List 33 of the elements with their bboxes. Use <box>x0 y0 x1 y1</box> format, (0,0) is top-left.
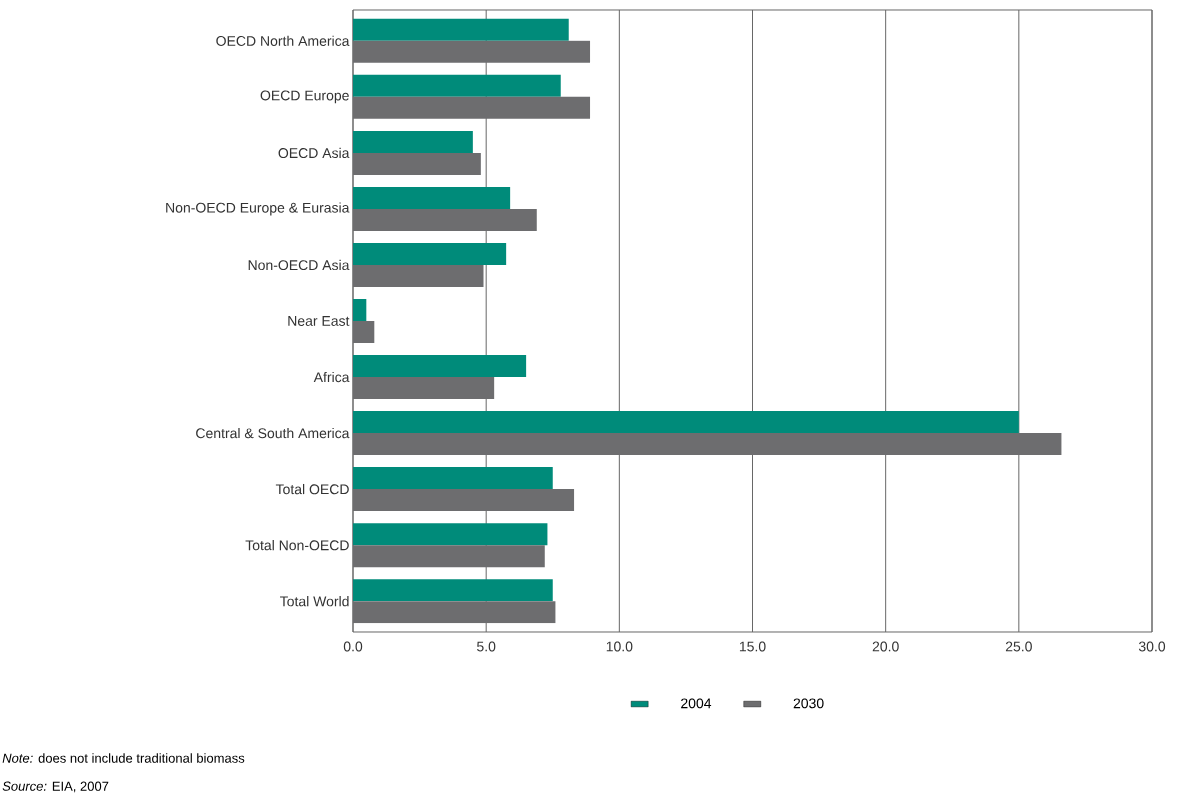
legend-label: 2004 <box>681 698 712 709</box>
bar <box>353 411 1019 434</box>
y-tick-label: Total World <box>280 596 349 607</box>
bar <box>353 467 553 490</box>
bar <box>353 355 527 378</box>
y-tick-label: Non-OECD Europe & Eurasia <box>166 202 350 216</box>
y-tick-label: Central & South America <box>196 427 350 439</box>
x-tick-label: 5.0 <box>477 641 496 652</box>
y-tick-label: OECD Asia <box>278 147 350 159</box>
bar <box>353 130 473 153</box>
y-tick-label: OECD North America <box>216 35 350 46</box>
x-tick-label: 25.0 <box>1005 641 1032 652</box>
x-tick-label: 15.0 <box>739 641 766 652</box>
y-tick-label: Total Non-OECD <box>245 539 349 551</box>
x-tick-label: 0.0 <box>343 641 363 652</box>
text: Source: EIA, 2007 <box>2 781 109 793</box>
y-tick-label: Total OECD <box>275 483 349 495</box>
x-tick-label: 20.0 <box>872 641 899 652</box>
x-tick-label: 30.0 <box>1138 641 1166 652</box>
bar <box>353 523 548 546</box>
bar <box>353 242 507 265</box>
y-tick-label: OECD Europe <box>260 90 349 104</box>
bar <box>353 299 367 321</box>
bar <box>353 18 569 41</box>
legend-label: 2030 <box>793 698 824 709</box>
y-tick-label: Africa <box>313 371 350 383</box>
bar <box>353 579 553 602</box>
y-tick-label: Non-OECD Asia <box>248 259 350 271</box>
bar <box>353 74 561 97</box>
y-tick-label: Near East <box>288 316 350 326</box>
x-tick-label: 10.0 <box>606 641 633 652</box>
text: Note: does not include traditional biomass <box>2 753 245 763</box>
bar <box>353 186 511 209</box>
